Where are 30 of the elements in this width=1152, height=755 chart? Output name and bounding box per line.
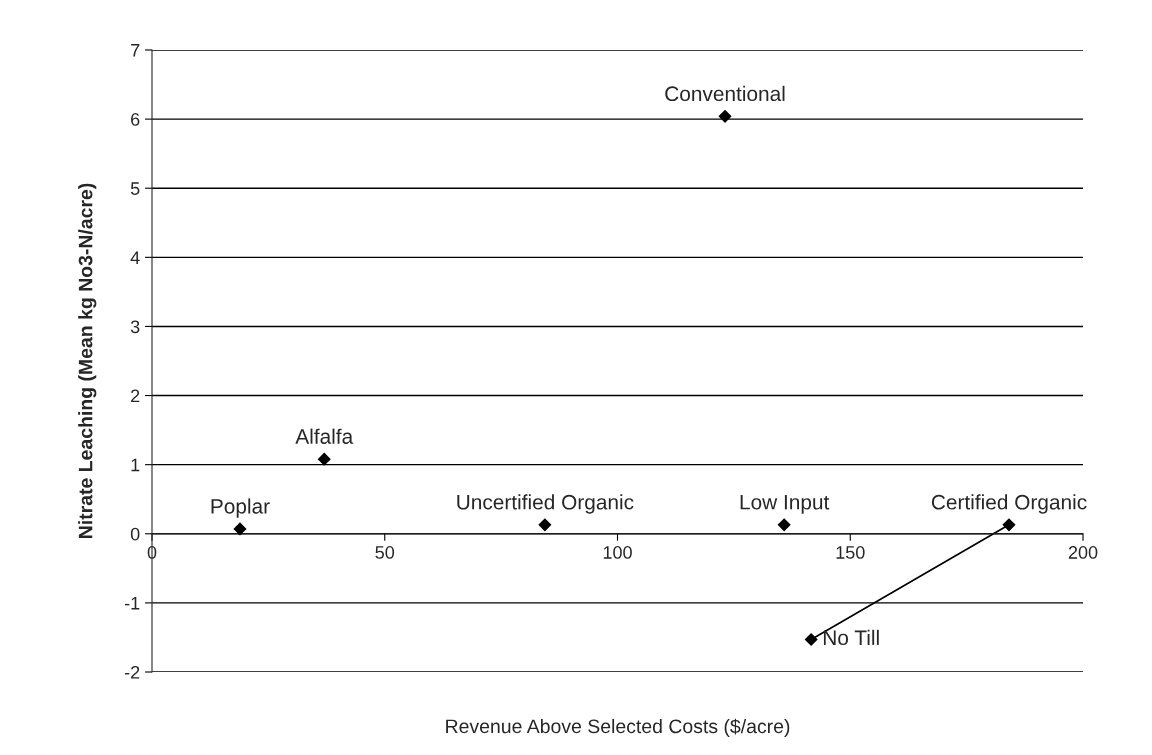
x-axis-title: Revenue Above Selected Costs ($/acre) — [446, 718, 790, 738]
point — [233, 522, 247, 536]
point — [538, 518, 552, 532]
y-tick-label: 0 — [130, 527, 140, 541]
point — [317, 452, 331, 466]
point — [777, 518, 791, 532]
point — [1002, 518, 1016, 532]
annotation: Certified Organic — [931, 494, 1087, 514]
annotation: No Till — [823, 629, 879, 646]
annotation: Conventional — [665, 85, 785, 102]
y-tick-label: 1 — [131, 458, 140, 472]
x-tick-label: 200 — [1068, 546, 1098, 559]
y-tick-label: -1 — [124, 597, 140, 610]
y-tick-label: -2 — [124, 665, 140, 679]
y-tick-label: 4 — [130, 251, 140, 264]
y-tick-label: 5 — [130, 182, 140, 195]
y-axis-title: Nitrate Leaching (Mean kg No3-N/acre) — [78, 183, 97, 538]
annotation: Poplar — [211, 498, 270, 518]
y-tick-label: 7 — [131, 44, 140, 57]
x-tick-label: 50 — [375, 546, 395, 559]
x-tick-label: 150 — [836, 546, 865, 559]
annotation: Uncertified Organic — [457, 494, 634, 514]
point — [718, 109, 732, 123]
point — [804, 632, 818, 647]
annotation: Alfalfa — [295, 428, 354, 444]
x-tick-label: 100 — [603, 546, 632, 559]
y-tick-label: 3 — [130, 320, 140, 334]
y-tick-label: 6 — [131, 113, 140, 126]
annotation: Low Input — [740, 495, 830, 514]
y-tick-label: 2 — [131, 389, 140, 403]
